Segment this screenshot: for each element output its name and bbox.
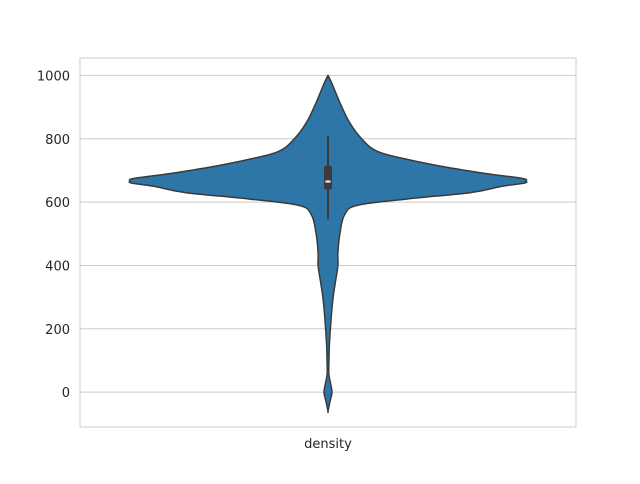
y-tick-label: 1000 [37,69,70,84]
y-tick-labels: 0 200 400 600 800 1000 [37,69,70,401]
violin-body [128,74,528,414]
y-tick-label: 200 [45,323,70,338]
x-tick-label: density [304,437,352,452]
axes-frame [79,57,577,428]
iqr-box [324,165,332,190]
y-tick-label: 0 [62,386,70,401]
y-tick-label: 400 [45,259,70,274]
violin-layer [128,74,528,414]
x-tick-labels: density [304,437,352,452]
inner-box-layer [324,135,332,220]
y-tick-label: 800 [45,133,70,148]
y-tick-label: 600 [45,196,70,211]
